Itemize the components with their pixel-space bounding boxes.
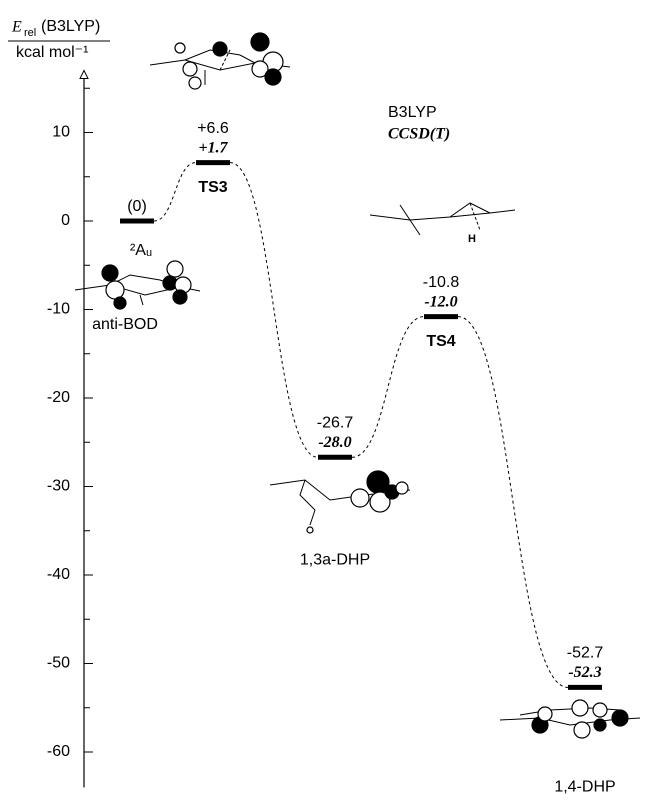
value-label: +6.6 bbox=[197, 120, 229, 137]
value-label: -26.7 bbox=[317, 415, 354, 432]
value-label: -52.7 bbox=[567, 645, 604, 662]
y-tick-label: 0 bbox=[61, 212, 70, 229]
molecule-ts4: H bbox=[370, 203, 515, 245]
y-label-subscript: rel bbox=[24, 27, 36, 39]
axis-arrow bbox=[80, 71, 88, 79]
y-tick-label: 10 bbox=[52, 124, 70, 141]
molecule-anti-bod bbox=[75, 261, 200, 309]
value-label-ccsd: -52.3 bbox=[568, 664, 601, 681]
connector bbox=[154, 163, 196, 221]
molecule-ts3 bbox=[150, 33, 290, 89]
legend-entry: CCSD(T) bbox=[388, 126, 450, 143]
y-tick-label: -10 bbox=[47, 301, 70, 318]
molecule-14-dhp bbox=[500, 700, 640, 738]
value-label-ccsd: -12.0 bbox=[424, 293, 457, 310]
y-tick-label: -30 bbox=[47, 478, 70, 495]
y-label-unit: kcal mol⁻¹ bbox=[16, 44, 88, 61]
y-axis-title: E rel (B3LYP) kcal mol⁻¹ bbox=[8, 18, 110, 61]
connector bbox=[230, 163, 318, 458]
state-name: anti-BOD bbox=[92, 316, 158, 333]
molecule-13a-dhp bbox=[270, 471, 410, 533]
value-label: -10.8 bbox=[423, 274, 460, 291]
y-tick-label: -60 bbox=[47, 743, 70, 760]
y-tick-label: -20 bbox=[47, 389, 70, 406]
y-label-method: (B3LYP) bbox=[41, 18, 100, 35]
y-tick-label: -40 bbox=[47, 566, 70, 583]
state-label: ²Aᵤ bbox=[130, 242, 152, 259]
state-name: TS3 bbox=[198, 179, 227, 196]
y-tick-label: -50 bbox=[47, 655, 70, 672]
y-label-symbol: E bbox=[11, 19, 22, 36]
legend-entry: B3LYP bbox=[388, 104, 437, 121]
connector bbox=[458, 317, 568, 688]
value-label-ccsd: +1.7 bbox=[198, 139, 228, 156]
state-name: 1,4-DHP bbox=[554, 779, 615, 796]
state-name: 1,3a-DHP bbox=[300, 552, 370, 569]
connector bbox=[352, 317, 424, 458]
state-name: TS4 bbox=[426, 333, 455, 350]
value-label: (0) bbox=[127, 198, 147, 215]
value-label-ccsd: -28.0 bbox=[318, 434, 351, 451]
atom-h: H bbox=[468, 233, 476, 245]
chart: E rel (B3LYP) kcal mol⁻¹ H -60 -50 -40 -30 -… bbox=[0, 0, 648, 801]
